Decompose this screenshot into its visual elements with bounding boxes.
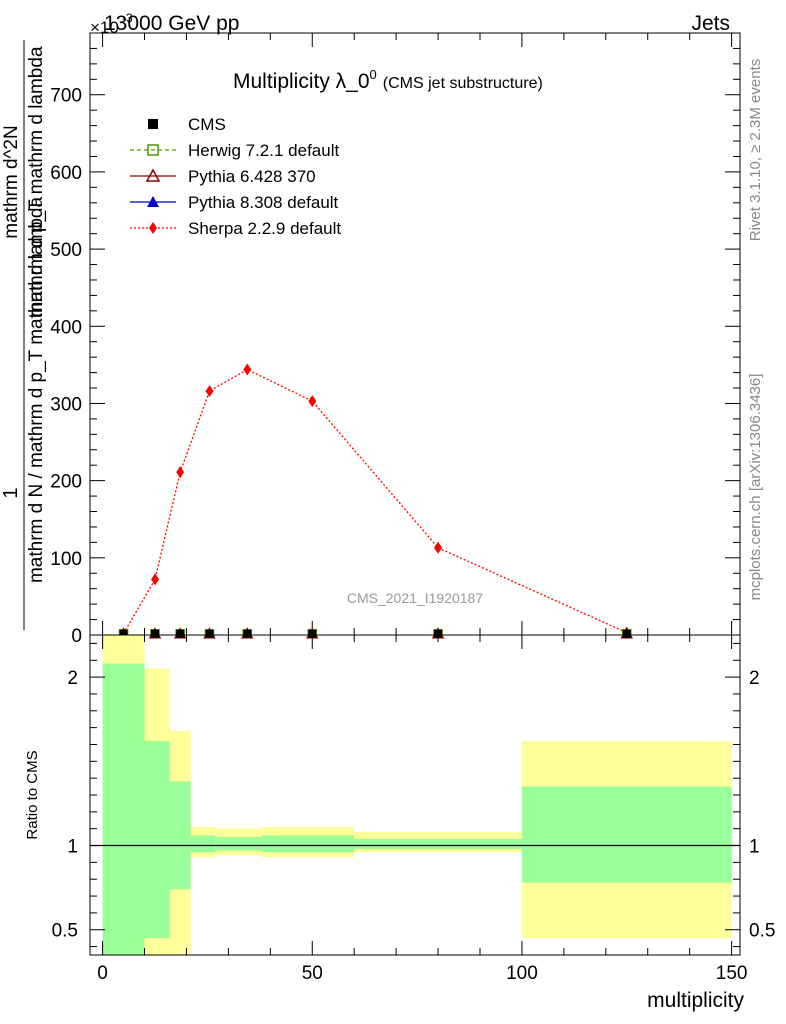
- cms-point: [434, 629, 443, 638]
- y-axis-label-numerator-one: 1: [0, 487, 22, 498]
- legend-marker-pythia6: [145, 168, 161, 182]
- y-axis-label-dN: mathrm d N / mathrm d p_T mathrm d lambd…: [26, 197, 47, 584]
- ratio-x-tick-label: 50: [302, 963, 323, 984]
- ratio-panel: 0.5 0.5 1 1 2 2 0 50 100 150 Ratio to CMS multip…: [24, 634, 775, 1012]
- y-axis-label-d2N: mathrm d^2N: [1, 125, 22, 238]
- legend-marker-sherpa: [149, 222, 157, 234]
- cms-point: [151, 629, 159, 638]
- main-y-tick-label: 700: [50, 86, 82, 107]
- legend-marker-herwig: [147, 144, 159, 156]
- ratio-x-tick-label: 150: [716, 963, 748, 984]
- legend: CMS Herwig 7.2.1 default Pythia 6.428 370 P…: [130, 115, 341, 238]
- ratio-bands: [102, 635, 732, 955]
- ratio-y-axis-label: Ratio to CMS: [24, 750, 41, 839]
- legend-marker-cms: [148, 119, 158, 129]
- header-jets-label: Jets: [691, 12, 730, 35]
- ratio-y-tick-label-right: 2: [749, 668, 760, 689]
- main-y-tick-label: 600: [50, 163, 82, 184]
- sherpa-point: [151, 573, 159, 586]
- main-x-ticks: [102, 33, 733, 635]
- mcplots-credit-label: mcplots.cern.ch [arXiv:1306.3436]: [747, 374, 764, 601]
- sherpa-point: [434, 541, 443, 554]
- ratio-x-axis: 0 50 100 150: [97, 635, 747, 984]
- chart-title-sup: 0: [370, 67, 377, 82]
- y-exponent-label: ×10: [90, 18, 119, 37]
- chart-title-main: Multiplicity λ_0: [233, 70, 370, 93]
- main-y-tick-label: 200: [50, 472, 82, 493]
- sherpa-point: [176, 466, 185, 479]
- main-y-tick-label: 300: [50, 394, 82, 415]
- main-y-tick-label: 100: [50, 549, 82, 570]
- legend-label-pythia8: Pythia 8.308 default: [188, 193, 339, 212]
- ratio-x-tick-label: 100: [506, 963, 538, 984]
- main-y-tick-label: 500: [50, 240, 82, 261]
- ratio-y-tick-label: 1: [67, 837, 78, 858]
- chart-title-suffix: (CMS jet substructure): [383, 75, 543, 92]
- watermark-label: CMS_2021_I1920187: [347, 590, 483, 606]
- ratio-band-inner: [190, 835, 216, 853]
- main-y-tick-label: 400: [50, 317, 82, 338]
- legend-label-sherpa: Sherpa 2.2.9 default: [188, 219, 341, 238]
- main-y-axis: 0 100 200 300 400 500 600 700: [50, 32, 740, 647]
- y-axis-label-dpt: mathrm d p_T mathrm d lambda: [26, 46, 47, 317]
- cms-point: [622, 629, 631, 638]
- x-axis-label: multiplicity: [647, 989, 744, 1012]
- ratio-y-tick-label-right: 1: [749, 837, 760, 858]
- ratio-y-axis: 0.5 0.5 1 1 2 2: [52, 642, 775, 948]
- main-y-tick-label: 0: [71, 626, 82, 647]
- legend-label-cms: CMS: [188, 115, 226, 134]
- sherpa-line: [122, 368, 628, 634]
- chart-title: Multiplicity λ_00 (CMS jet substructure): [233, 67, 543, 93]
- sherpa-point: [205, 385, 214, 398]
- ratio-y-tick-label: 2: [67, 668, 78, 689]
- cms-point: [243, 629, 252, 638]
- main-panel: 0 100 200 300 400 500 600 700 CMS_2021_I1920187…: [0, 32, 741, 647]
- ratio-y-tick-label: 0.5: [52, 921, 78, 942]
- ratio-band-inner: [261, 835, 355, 853]
- legend-label-pythia6: Pythia 6.428 370: [188, 167, 316, 186]
- cms-point: [308, 629, 317, 638]
- header-energy-label: 13000 GeV pp: [104, 12, 239, 35]
- rivet-version-label: Rivet 3.1.10, ≥ 2.3M events: [747, 59, 764, 242]
- ratio-y-tick-label-right: 0.5: [749, 921, 775, 942]
- cms-point: [176, 629, 185, 638]
- ratio-x-tick-label: 0: [97, 963, 108, 984]
- ratio-band-inner: [169, 781, 191, 890]
- ratio-band-inner: [354, 838, 522, 849]
- ratio-band-inner: [215, 837, 262, 851]
- cms-point: [119, 629, 128, 638]
- sherpa-point: [243, 363, 252, 376]
- ratio-band-inner: [102, 663, 145, 955]
- ratio-band-inner: [144, 741, 170, 939]
- legend-marker-pythia8: [147, 196, 159, 207]
- y-exponent-power: -3: [122, 11, 133, 25]
- ratio-band-inner: [521, 786, 732, 883]
- sherpa-point: [308, 395, 317, 408]
- legend-label-herwig: Herwig 7.2.1 default: [188, 141, 339, 160]
- cms-point: [205, 629, 214, 638]
